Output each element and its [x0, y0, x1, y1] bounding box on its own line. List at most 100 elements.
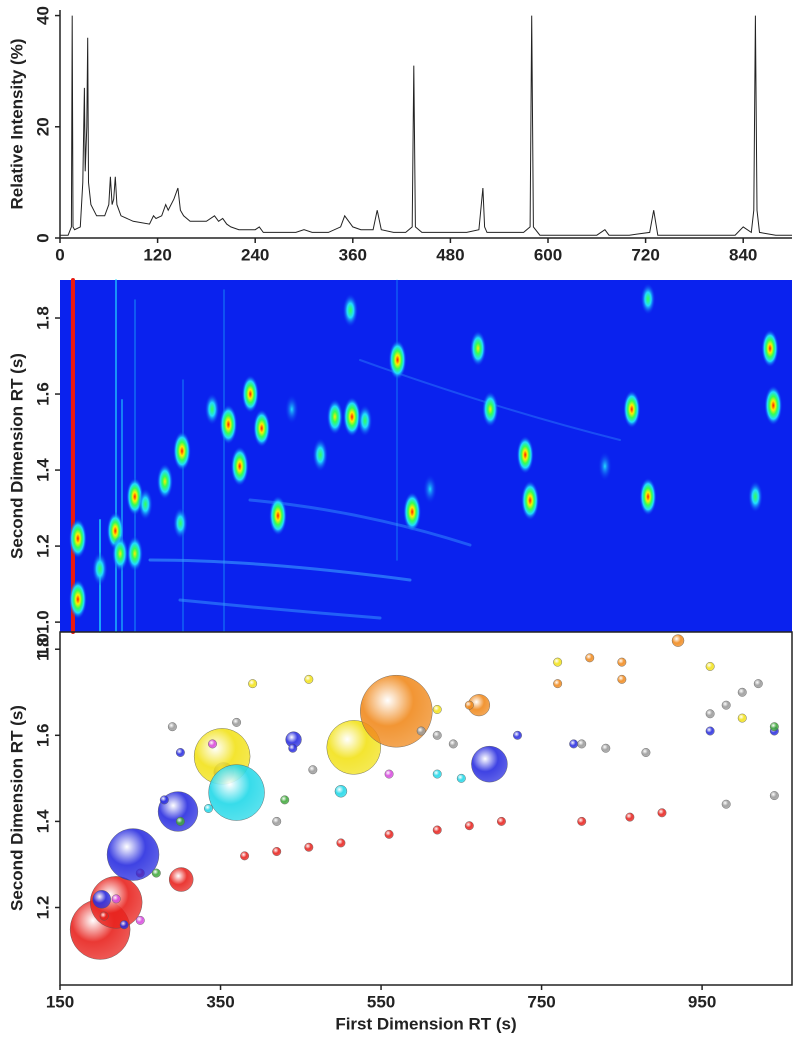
bubble	[92, 890, 111, 909]
bubble	[240, 851, 250, 861]
line-axes	[59, 10, 792, 239]
bubble	[448, 739, 458, 749]
bubble	[384, 769, 394, 779]
bubble	[308, 765, 318, 775]
heat-spot	[241, 375, 259, 414]
y-tick-label: 1.8	[33, 637, 52, 661]
bubble	[753, 679, 763, 689]
x-tick-label: 840	[729, 245, 757, 264]
x-tick-label: 480	[436, 245, 464, 264]
bubble	[705, 709, 715, 719]
heat-spot	[516, 435, 534, 474]
heat-spot	[640, 283, 656, 316]
bubble	[336, 838, 346, 848]
streak	[148, 558, 412, 582]
bubble	[99, 911, 109, 921]
x-tick-label: 120	[143, 245, 171, 264]
y-tick-label: 1.8	[33, 306, 52, 330]
heatmap-background	[60, 280, 792, 632]
heat-spot	[92, 551, 108, 586]
bubble	[304, 674, 314, 684]
bubble	[585, 653, 595, 663]
bubble	[304, 842, 314, 852]
y-tick-label: 1.6	[33, 723, 52, 747]
bubble	[175, 816, 185, 826]
heat-spot	[357, 404, 373, 437]
y-tick-label: 1.0	[33, 610, 52, 634]
bubble	[334, 785, 348, 798]
bubble	[769, 791, 779, 801]
bubble	[569, 739, 579, 749]
bubble	[204, 804, 213, 813]
y-axis-title: Second Dimension RT (s)	[7, 353, 26, 559]
y-tick-label: 1.2	[33, 534, 52, 558]
bubble	[106, 828, 160, 881]
x-tick-label: 750	[527, 992, 555, 1011]
bubble	[248, 679, 258, 689]
heat-spot	[388, 339, 407, 380]
y-tick-label: 20	[33, 117, 52, 136]
y-tick-label: 1.2	[33, 896, 52, 920]
x-tick-label: 600	[534, 245, 562, 264]
bubble	[464, 821, 474, 831]
x-tick-label: 950	[688, 992, 716, 1011]
x-axis-title: First Dimension RT (s)	[335, 1014, 516, 1033]
x-tick-label: 720	[631, 245, 659, 264]
bubble	[671, 634, 685, 647]
bubble	[553, 657, 563, 667]
heat-spot	[597, 451, 612, 482]
heat-spot	[482, 391, 499, 428]
heat-spot	[423, 474, 438, 505]
bubble	[151, 868, 161, 878]
heat-spot	[748, 480, 763, 513]
heat-spot	[469, 330, 487, 367]
bubble	[432, 825, 442, 835]
bubble	[384, 829, 394, 839]
bubble	[432, 769, 442, 779]
bubble	[471, 745, 508, 783]
bubble	[657, 808, 667, 818]
bubble	[326, 720, 381, 775]
bubble	[175, 748, 185, 757]
y-tick-label: 40	[33, 6, 52, 25]
bubble	[272, 816, 282, 826]
heat-spot	[111, 535, 129, 572]
bubble	[360, 675, 433, 748]
bubble	[737, 687, 747, 697]
heat-spot	[253, 409, 271, 448]
bubble	[617, 657, 627, 667]
bubble	[432, 730, 442, 740]
x-tick-label: 240	[241, 245, 269, 264]
heat-spot	[156, 463, 174, 500]
bubble	[641, 748, 651, 757]
bubble	[119, 920, 129, 930]
heat-spot	[284, 394, 299, 425]
x-tick-label: 350	[206, 992, 234, 1011]
bubble	[577, 816, 587, 826]
bubble	[721, 799, 731, 809]
heat-spot	[342, 396, 361, 437]
y-tick-label: 1.4	[33, 809, 52, 833]
heat-spot	[219, 404, 238, 445]
bubble	[208, 764, 265, 821]
bubble	[721, 700, 731, 710]
heat-spot	[639, 477, 657, 516]
heat-spot	[326, 398, 344, 435]
bubble	[625, 812, 635, 822]
bubble	[456, 773, 466, 783]
y-tick-label: 1.0	[33, 633, 52, 657]
heat-spot	[623, 390, 641, 429]
bubble	[577, 739, 587, 749]
heat-spot	[403, 491, 422, 532]
y-tick-label: 1.6	[33, 382, 52, 406]
bubble	[416, 726, 426, 736]
heat-spot	[68, 518, 87, 559]
y-axis-title: Second Dimension RT (s)	[7, 705, 26, 911]
heat-spot	[68, 579, 87, 620]
heat-spot	[172, 507, 188, 540]
x-tick-label: 150	[46, 992, 74, 1011]
bubble	[737, 713, 747, 723]
heat-spot	[138, 488, 153, 521]
heat-spot	[126, 535, 144, 572]
bubble	[432, 705, 442, 714]
